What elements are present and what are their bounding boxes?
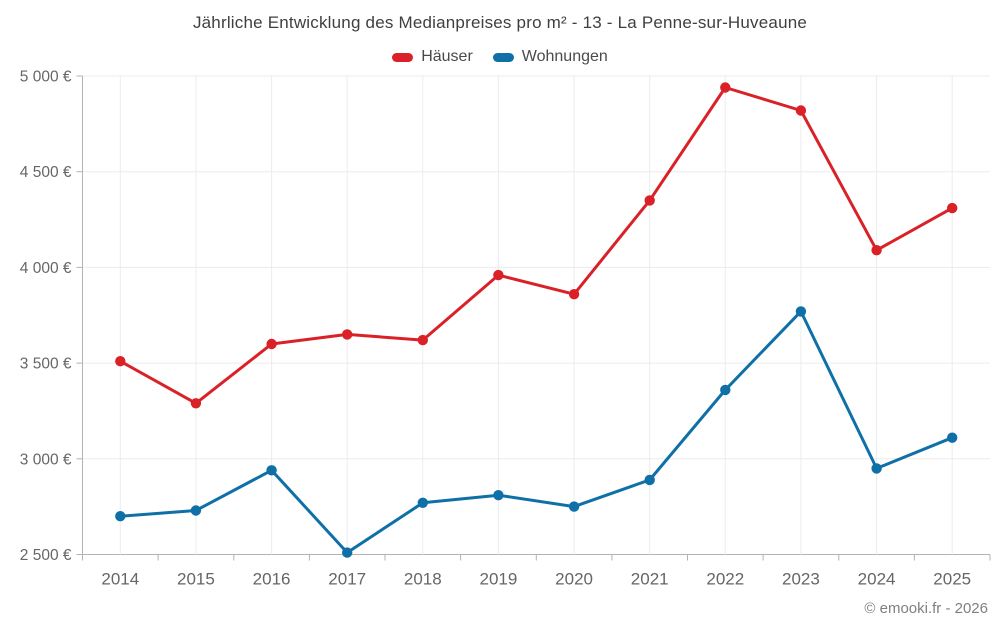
data-point-Häuser-2017[interactable] <box>342 329 353 340</box>
y-axis-label: 4 500 € <box>20 164 72 181</box>
data-point-Häuser-2021[interactable] <box>644 195 655 206</box>
x-axis-label-2022: 2022 <box>706 570 744 589</box>
copyright-watermark: © emooki.fr - 2026 <box>864 600 988 617</box>
x-axis-label-2015: 2015 <box>177 570 215 589</box>
x-axis-label-2025: 2025 <box>933 570 971 589</box>
y-axis-label: 5 000 € <box>20 69 72 86</box>
x-axis-label-2014: 2014 <box>101 570 139 589</box>
data-point-Wohnungen-2020[interactable] <box>568 501 580 512</box>
data-point-Wohnungen-2022[interactable] <box>720 384 731 396</box>
y-axis-label: 4 000 € <box>20 260 72 277</box>
series-line-Wohnungen <box>118 309 954 555</box>
x-axis-label-2024: 2024 <box>858 570 896 589</box>
chart-legend: Häuser Wohnungen <box>0 48 1000 66</box>
data-point-Wohnungen-2021[interactable] <box>644 474 655 486</box>
data-point-Wohnungen-2018[interactable] <box>417 497 428 508</box>
x-axis-label-2017: 2017 <box>328 570 366 589</box>
data-point-Häuser-2018[interactable] <box>417 334 428 346</box>
data-point-Wohnungen-2024[interactable] <box>871 463 882 474</box>
data-point-Häuser-2015[interactable] <box>190 398 202 409</box>
data-point-Häuser-2024[interactable] <box>871 245 882 256</box>
x-axis-label-2023: 2023 <box>782 570 820 589</box>
data-point-Häuser-2022[interactable] <box>720 82 731 93</box>
legend-swatch-haeuser-icon <box>392 52 414 62</box>
x-axis-label-2021: 2021 <box>631 570 669 589</box>
data-point-Häuser-2019[interactable] <box>493 269 504 281</box>
legend-item-wohnungen[interactable]: Wohnungen <box>492 48 608 66</box>
data-point-Wohnungen-2015[interactable] <box>190 505 202 516</box>
series-line-Häuser <box>118 86 954 405</box>
x-axis-label-2020: 2020 <box>555 570 593 589</box>
chart-title: Jährliche Entwicklung des Medianpreises … <box>192 13 808 32</box>
x-axis-label-2016: 2016 <box>253 570 291 589</box>
data-point-Wohnungen-2025[interactable] <box>947 432 958 443</box>
y-axis-label: 3 000 € <box>20 451 72 468</box>
legend-swatch-wohnungen-icon <box>492 52 514 62</box>
data-point-Häuser-2014[interactable] <box>115 356 126 367</box>
data-point-Häuser-2025[interactable] <box>947 202 958 214</box>
data-point-Häuser-2020[interactable] <box>568 289 580 300</box>
y-axis-label: 3 500 € <box>20 356 72 373</box>
data-point-Häuser-2016[interactable] <box>266 338 277 350</box>
data-point-Wohnungen-2019[interactable] <box>493 490 504 501</box>
data-point-Häuser-2023[interactable] <box>795 105 807 116</box>
x-axis-label-2018: 2018 <box>404 570 442 589</box>
x-axis-label-2019: 2019 <box>479 570 517 589</box>
data-point-Wohnungen-2017[interactable] <box>342 547 353 558</box>
data-point-Wohnungen-2014[interactable] <box>115 511 126 522</box>
legend-label-wohnungen: Wohnungen <box>521 48 608 65</box>
legend-label-haeuser: Häuser <box>421 48 473 65</box>
legend-item-haeuser[interactable]: Häuser <box>392 48 473 66</box>
data-point-Wohnungen-2023[interactable] <box>795 306 807 317</box>
y-axis-label: 2 500 € <box>20 547 72 564</box>
data-point-Wohnungen-2016[interactable] <box>266 465 277 476</box>
